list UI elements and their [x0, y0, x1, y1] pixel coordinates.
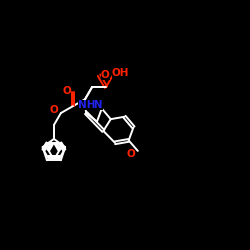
- Text: O: O: [50, 105, 58, 115]
- Text: HN: HN: [85, 100, 103, 110]
- Text: O: O: [101, 70, 110, 80]
- Text: O: O: [126, 149, 135, 159]
- Text: OH: OH: [112, 68, 130, 78]
- Text: NH: NH: [78, 100, 95, 110]
- Text: O: O: [62, 86, 71, 96]
